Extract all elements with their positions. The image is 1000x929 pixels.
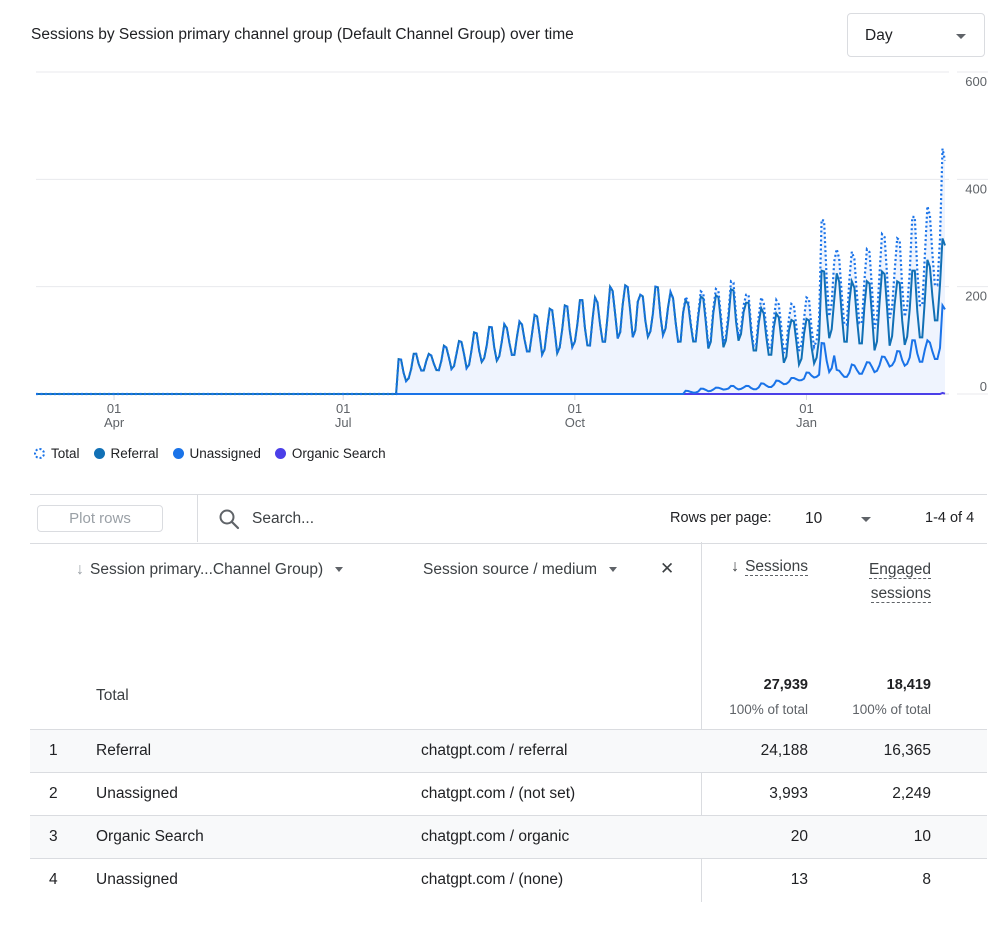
search-icon[interactable] <box>218 508 240 530</box>
column-header-engaged-sessions[interactable]: Engaged sessions <box>868 558 931 606</box>
sort-arrow-down-icon: ↓ <box>731 558 740 575</box>
legend-item-unassigned[interactable]: Unassigned <box>172 446 261 461</box>
table-row[interactable]: 1 Referral chatgpt.com / referral 24,188… <box>30 729 987 772</box>
row-sessions: 13 <box>790 871 808 888</box>
legend-label: Referral <box>110 446 159 461</box>
column-header-channel-group[interactable]: ↓ Session primary...Channel Group) <box>76 561 344 579</box>
row-index: 4 <box>49 871 58 888</box>
x-tick-label-month: Oct <box>565 415 586 430</box>
row-source-medium: chatgpt.com / (none) <box>421 871 564 888</box>
header-label: Engaged <box>868 561 931 579</box>
x-tick-label-month: Jul <box>335 415 352 430</box>
row-channel: Unassigned <box>96 785 178 802</box>
toolbar-divider <box>197 495 198 542</box>
row-engaged-sessions: 10 <box>913 828 931 845</box>
header-label: Sessions <box>745 558 808 576</box>
row-source-medium: chatgpt.com / referral <box>421 742 568 759</box>
legend-dotted-swatch-icon <box>34 448 45 459</box>
totals-engaged-sessions: 18,419 <box>886 677 931 693</box>
column-header-source-medium[interactable]: Session source / medium <box>423 561 618 579</box>
x-tick-label-day: 01 <box>799 401 813 416</box>
chevron-down-icon[interactable] <box>335 567 344 573</box>
y-tick-label: 600 <box>965 74 987 89</box>
table-row[interactable]: 2 Unassigned chatgpt.com / (not set) 3,9… <box>30 772 987 815</box>
row-source-medium: chatgpt.com / (not set) <box>421 785 576 802</box>
legend-item-referral[interactable]: Referral <box>93 446 159 461</box>
close-icon[interactable]: ✕ <box>660 559 675 578</box>
totals-engaged-pct: 100% of total <box>852 702 931 717</box>
column-header-sessions[interactable]: ↓ Sessions <box>731 558 808 576</box>
row-sessions: 3,993 <box>769 785 808 802</box>
series-line-total <box>36 148 947 396</box>
row-engaged-sessions: 2,249 <box>892 785 931 802</box>
row-channel: Organic Search <box>96 828 204 845</box>
total-area-fill <box>36 148 945 394</box>
row-source-medium: chatgpt.com / organic <box>421 828 570 845</box>
legend-label: Organic Search <box>291 446 386 461</box>
chart-title: Sessions by Session primary channel grou… <box>31 26 574 43</box>
row-engaged-sessions: 16,365 <box>883 742 931 759</box>
table-toolbar: Plot rows Search... Rows per page: 10 1-… <box>30 494 987 544</box>
totals-label: Total <box>96 687 129 704</box>
rows-per-page-select[interactable]: 10 <box>805 510 823 527</box>
row-index: 2 <box>49 785 58 802</box>
x-tick-label-day: 01 <box>568 401 582 416</box>
rows-per-page-label: Rows per page: <box>670 510 772 526</box>
row-engaged-sessions: 8 <box>922 871 931 888</box>
header-label: Session source / medium <box>423 561 598 578</box>
row-index: 3 <box>49 828 58 845</box>
totals-sessions-pct: 100% of total <box>729 702 808 717</box>
x-tick-label-day: 01 <box>107 401 121 416</box>
x-tick-label-month: Apr <box>104 415 125 430</box>
totals-sessions: 27,939 <box>763 677 808 693</box>
chevron-down-icon[interactable] <box>609 567 618 573</box>
chevron-down-icon <box>956 34 966 39</box>
legend-item-total[interactable]: Total <box>34 446 80 461</box>
header-label: sessions <box>870 585 931 603</box>
row-sessions: 20 <box>790 828 808 845</box>
legend-dot-icon <box>93 448 105 459</box>
granularity-value: Day <box>865 27 893 44</box>
chart-legend: Total Referral Unassigned Organic Search <box>34 446 400 461</box>
legend-dot-icon <box>172 448 184 459</box>
chevron-down-icon[interactable] <box>861 517 871 522</box>
legend-dot-icon <box>274 448 286 459</box>
search-input[interactable]: Search... <box>252 510 315 527</box>
y-tick-label: 200 <box>965 289 987 304</box>
y-tick-label: 0 <box>980 379 987 394</box>
row-index: 1 <box>49 742 58 759</box>
row-channel: Unassigned <box>96 871 178 888</box>
legend-item-organic-search[interactable]: Organic Search <box>274 446 386 461</box>
sort-arrow-down-icon: ↓ <box>76 561 84 578</box>
x-tick-label-day: 01 <box>336 401 350 416</box>
plot-rows-button[interactable]: Plot rows <box>37 505 163 532</box>
table-row[interactable]: 3 Organic Search chatgpt.com / organic 2… <box>30 815 987 858</box>
table-row[interactable]: 4 Unassigned chatgpt.com / (none) 13 8 <box>30 858 987 901</box>
x-tick-label-month: Jan <box>796 415 817 430</box>
row-channel: Referral <box>96 742 152 759</box>
row-sessions: 24,188 <box>760 742 808 759</box>
column-divider <box>701 542 702 902</box>
header-label: Session primary...Channel Group) <box>90 561 324 578</box>
y-tick-label: 400 <box>965 181 987 196</box>
pagination-status: 1-4 of 4 <box>925 510 975 526</box>
legend-label: Unassigned <box>189 446 261 461</box>
granularity-select[interactable]: Day <box>847 13 985 57</box>
legend-label: Total <box>51 446 80 461</box>
